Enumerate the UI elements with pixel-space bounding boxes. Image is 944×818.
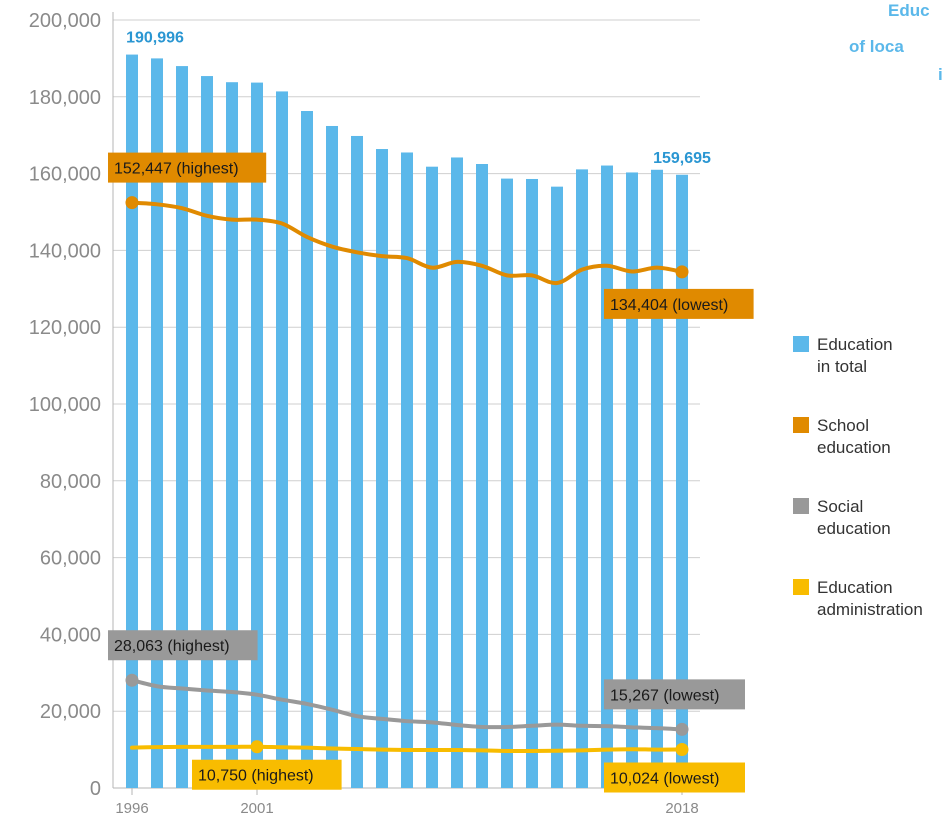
bar [126,54,138,788]
y-tick-label: 60,000 [40,548,101,570]
data-labels: 190,996 159,695 152,447 (highest) 134,404 (… [108,30,754,793]
bar [651,169,663,788]
y-tick-label: 80,000 [40,471,101,493]
y-tick-label: 40,000 [40,624,101,646]
x-tick-label: 2001 [240,800,273,817]
legend-item-school-education: School education [793,415,944,496]
legend-label: Education in total [817,334,893,378]
y-tick-label: 140,000 [29,240,101,262]
annotation-box [192,759,342,790]
bar [501,178,513,789]
annotation-label: 15,267 (lowest) [610,687,719,704]
bars [126,54,688,789]
bar [326,125,338,788]
data-point-marker [675,722,689,736]
legend-swatch [793,336,809,352]
y-tick-label: 180,000 [29,87,101,109]
legend-item-social-education: Social education [793,496,944,577]
y-tick-label: 200,000 [29,10,101,32]
y-tick-label: 20,000 [40,701,101,723]
bar-value-label: 190,996 [126,30,184,47]
annotation-box [604,679,745,710]
legend-label-line: Education [817,578,893,597]
legend: Education in total School education Social… [793,334,944,658]
data-point-marker [250,740,264,754]
x-tick-label: 2018 [665,800,698,817]
bar [251,82,263,789]
bar [676,174,688,789]
bar [151,58,163,788]
y-tick-label: 120,000 [29,317,101,339]
series-line [130,200,684,286]
series-lines [125,196,689,757]
legend-label-line: education [817,438,891,457]
y-tick-label: 160,000 [29,164,101,186]
legend-label: Social education [817,496,891,540]
bar [551,186,563,788]
bar [626,172,638,788]
bar-value-label: 159,695 [653,150,711,167]
data-point-marker [125,673,139,687]
bar [426,166,438,789]
annotation-label: 10,024 (lowest) [610,771,719,788]
data-point-marker [675,743,689,757]
bar [301,111,313,789]
legend-swatch [793,498,809,514]
x-tick-label: 1996 [115,800,148,817]
legend-label-line: education [817,519,891,538]
annotation-label: 152,447 (highest) [114,161,239,178]
annotation-box [604,762,745,793]
annotation-label: 28,063 (highest) [114,638,230,655]
title-line-2: of loca [849,37,904,56]
bar [201,76,213,788]
legend-label-line: Education [817,335,893,354]
bar [451,157,463,789]
y-tick-label: 0 [90,778,101,800]
series-line [130,744,684,753]
legend-swatch [793,579,809,595]
legend-label: School education [817,415,891,459]
title-line-1: Educ [888,1,930,20]
legend-item-education-administration: Education administration [793,577,944,658]
legend-item-education-total: Education in total [793,334,944,415]
annotation-label: 134,404 (lowest) [610,297,728,314]
legend-label-line: School [817,416,869,435]
legend-label-line: Social [817,497,864,516]
bar [276,91,288,788]
legend-label: Education administration [817,577,923,621]
legend-swatch [793,417,809,433]
bar [476,164,488,788]
bar [401,152,413,789]
annotation-label: 10,750 (highest) [198,768,314,785]
y-tick-label: 100,000 [29,394,101,416]
bar [526,178,538,788]
bar [376,149,388,789]
title-line-3: i [938,65,943,84]
annotation-box [108,152,267,183]
annotation-box [604,288,754,319]
bar [176,66,188,788]
bar [576,169,588,789]
bar [226,82,238,788]
legend-label-line: in total [817,357,868,376]
bar [351,135,363,788]
annotation-box [108,630,258,661]
bar [601,165,613,788]
data-point-marker [125,196,139,210]
data-point-marker [675,265,689,279]
legend-label-line: administration [817,600,923,619]
series-line [130,678,684,732]
